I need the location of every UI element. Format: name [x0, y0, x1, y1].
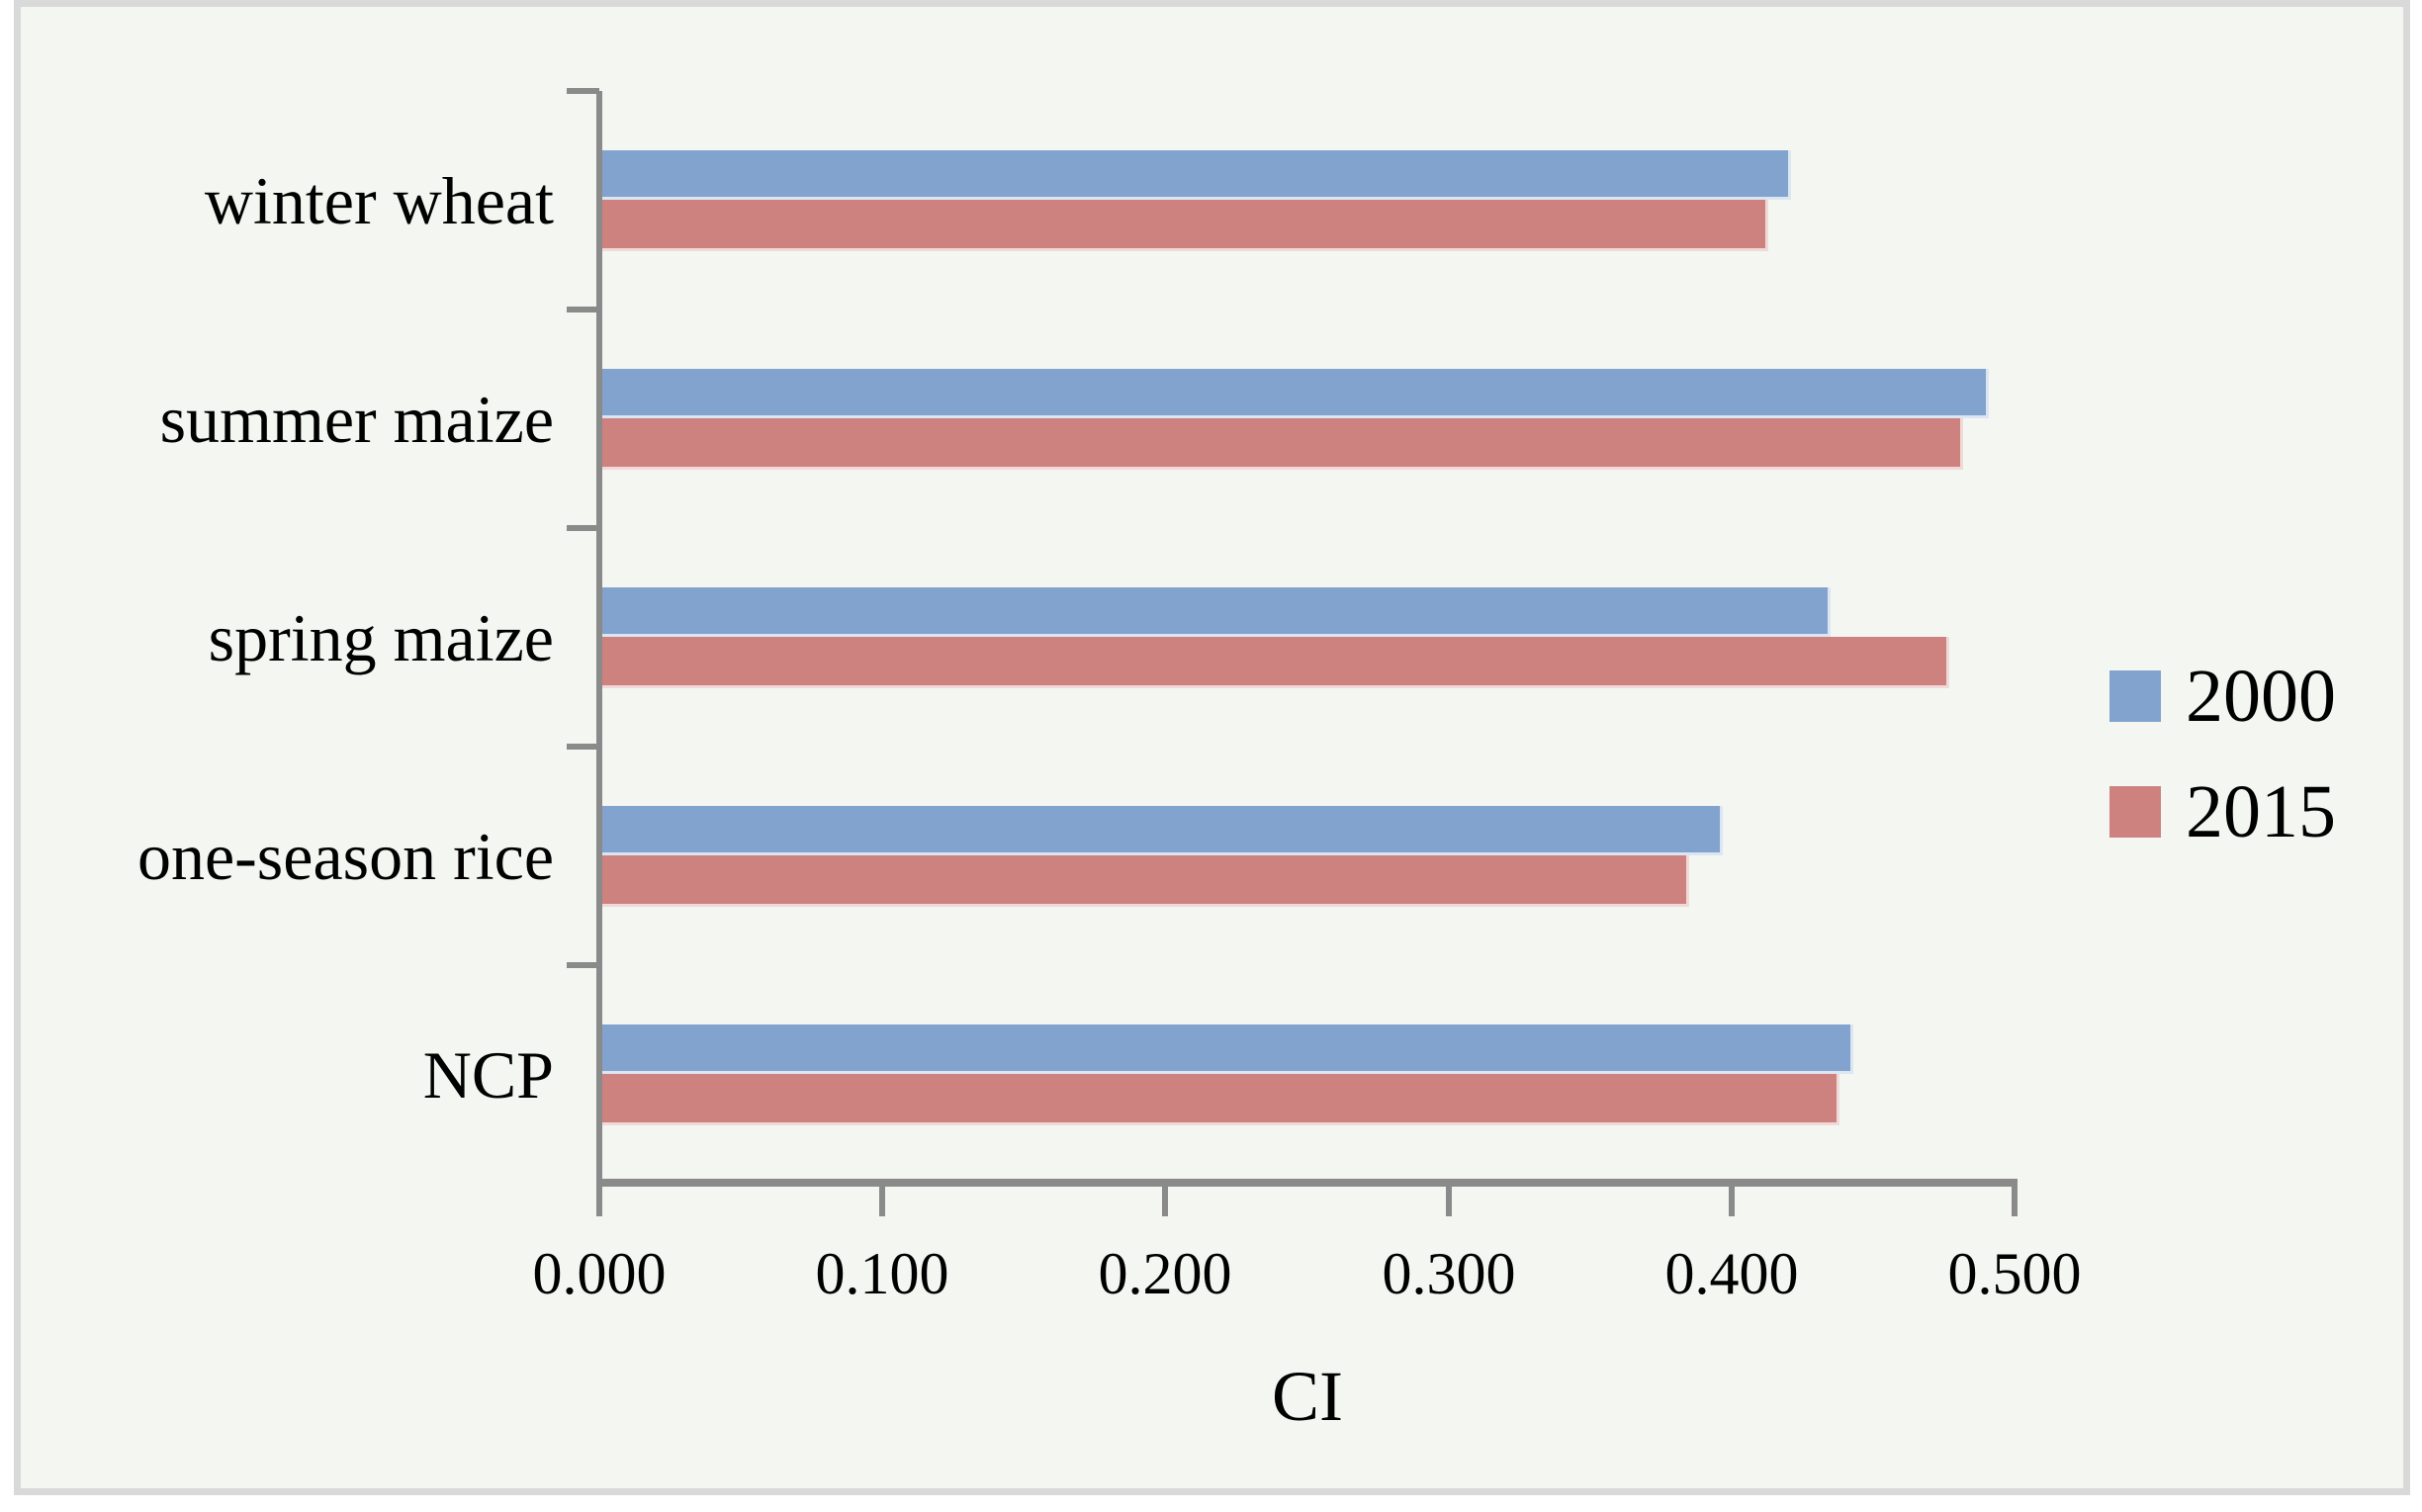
x-axis-line: [596, 1179, 2018, 1187]
bar-2000: [602, 369, 1989, 418]
legend-swatch-2000: [2109, 670, 2161, 722]
x-tick-label: 0.300: [1382, 1241, 1516, 1306]
legend-label-2015: 2015: [2186, 770, 2336, 853]
category-label: winter wheat: [204, 163, 554, 238]
x-tick-label: 0.100: [815, 1241, 949, 1306]
bar-2015: [602, 855, 1689, 907]
category-label: summer maize: [159, 382, 554, 457]
legend-label-2000: 2000: [2186, 655, 2336, 738]
x-axis-tick: [1446, 1187, 1452, 1216]
y-axis-tick: [567, 307, 599, 312]
bar-2000: [602, 150, 1791, 200]
bar-2015: [602, 1074, 1839, 1125]
x-tick-label: 0.400: [1664, 1241, 1799, 1306]
y-axis-tick: [567, 962, 599, 968]
bar-2015: [602, 200, 1768, 251]
x-tick-label: 0.200: [1098, 1241, 1232, 1306]
category-label: one-season rice: [136, 819, 554, 894]
y-axis-tick: [567, 88, 599, 94]
bar-2015: [602, 418, 1963, 470]
x-tick-label: 0.000: [532, 1241, 667, 1306]
x-axis-tick: [1729, 1187, 1735, 1216]
x-axis-title: CI: [1272, 1357, 1343, 1436]
x-axis-tick: [1162, 1187, 1168, 1216]
bar-2000: [602, 587, 1831, 637]
legend-swatch-2015: [2109, 786, 2161, 838]
x-tick-label: 0.500: [1947, 1241, 2082, 1306]
bar-2000: [602, 806, 1723, 855]
x-axis-tick: [596, 1187, 602, 1216]
category-label: spring maize: [208, 600, 554, 675]
y-axis-tick: [567, 744, 599, 750]
bar-2000: [602, 1024, 1853, 1074]
y-axis-line: [596, 91, 602, 1187]
x-axis-tick: [879, 1187, 885, 1216]
category-label: NCP: [422, 1037, 554, 1112]
y-axis-tick: [567, 525, 599, 531]
x-axis-tick: [2012, 1187, 2018, 1216]
bar-2015: [602, 637, 1949, 688]
